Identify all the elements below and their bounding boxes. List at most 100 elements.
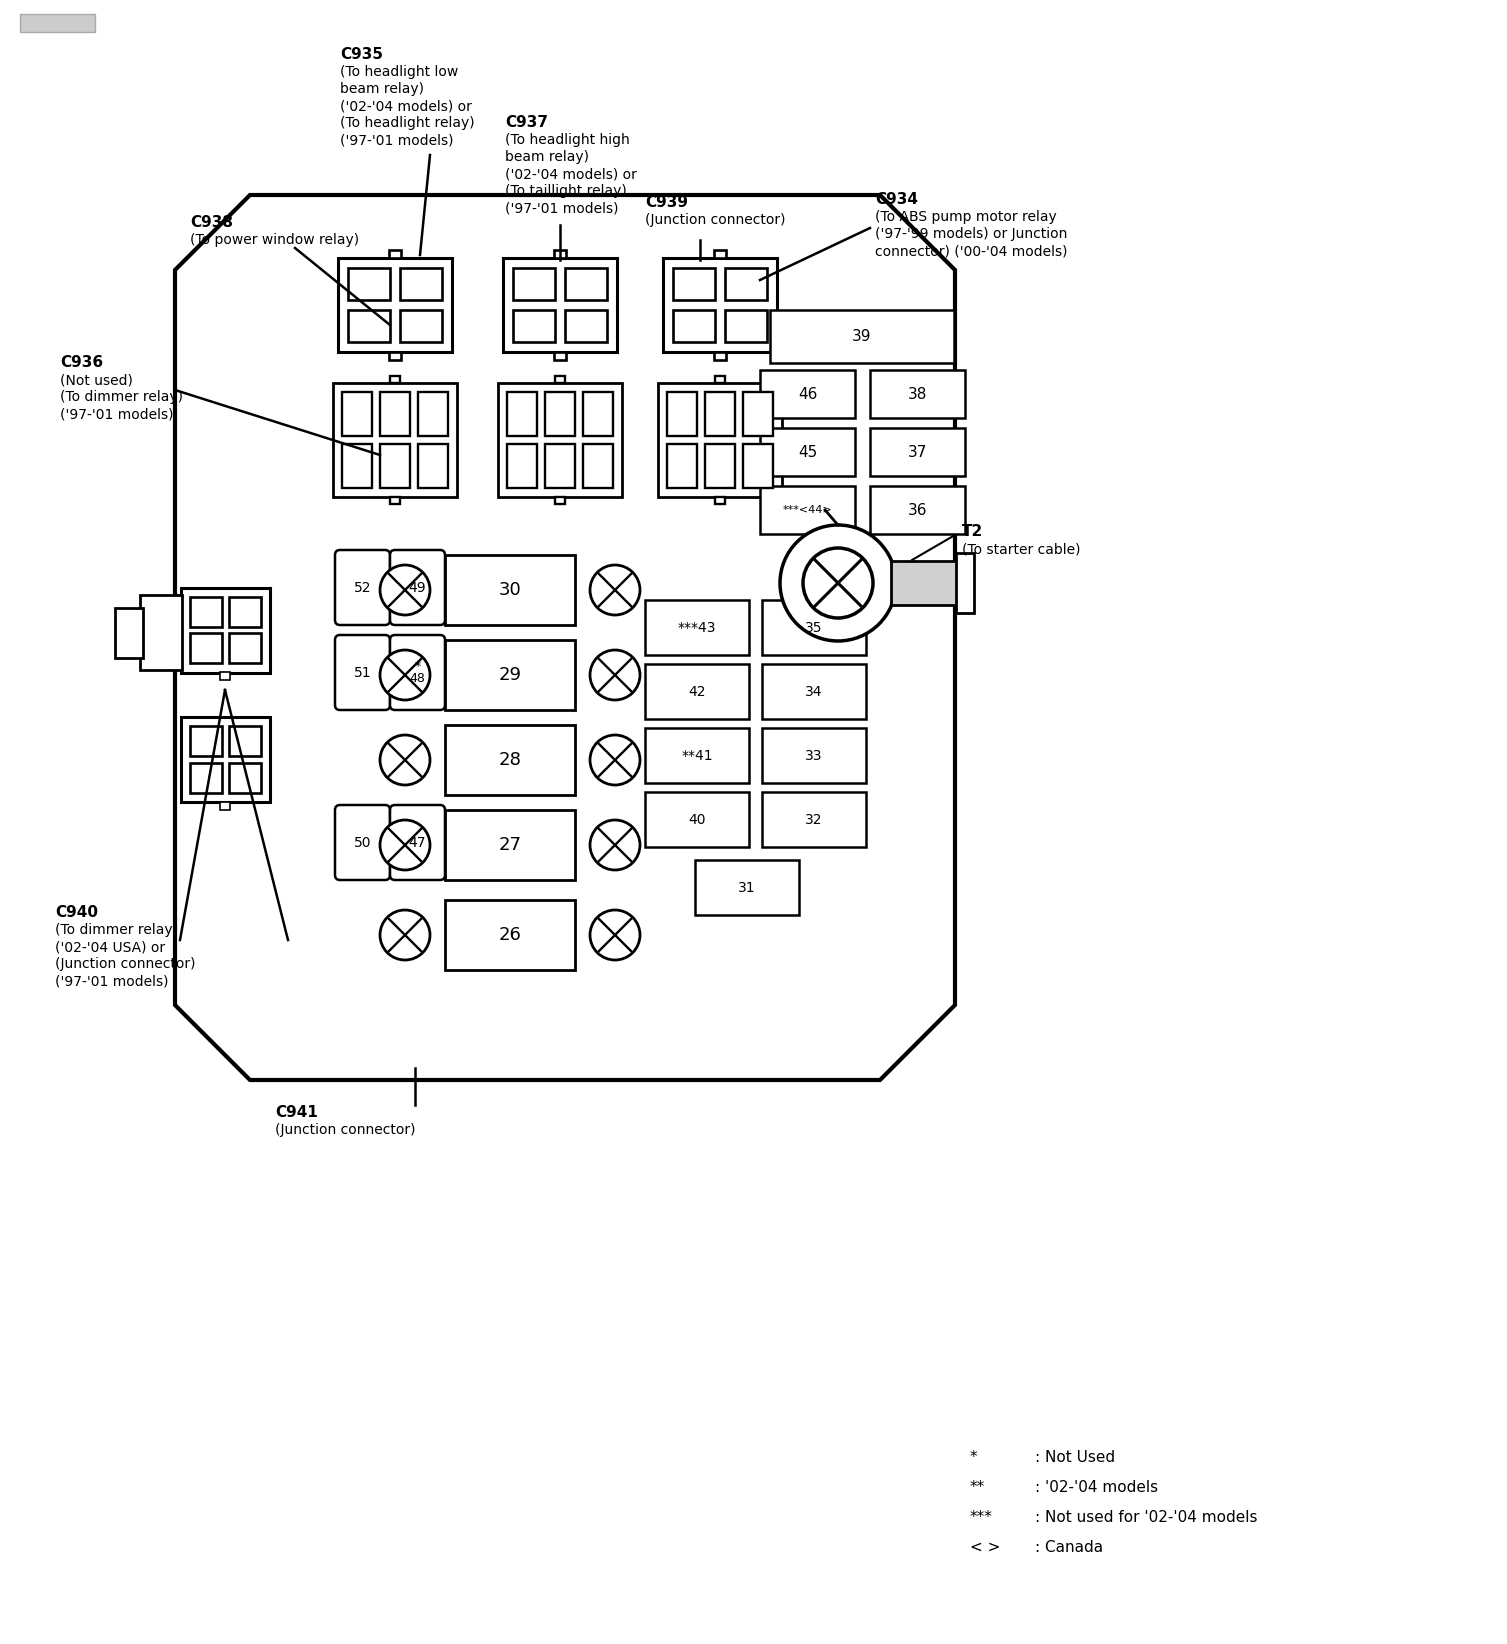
Bar xyxy=(445,810,576,880)
Bar xyxy=(668,391,698,436)
Circle shape xyxy=(380,911,429,960)
Bar xyxy=(760,427,854,477)
Circle shape xyxy=(380,649,429,700)
Bar xyxy=(229,763,261,794)
Text: 49: 49 xyxy=(408,580,426,595)
Bar xyxy=(220,802,231,810)
FancyBboxPatch shape xyxy=(390,551,445,625)
Text: ('97-'01 models): ('97-'01 models) xyxy=(505,201,618,215)
Text: (To dimmer relay): (To dimmer relay) xyxy=(60,390,182,404)
Text: (To taillight relay): (To taillight relay) xyxy=(505,184,627,197)
Text: (To ABS pump motor relay: (To ABS pump motor relay xyxy=(876,210,1056,224)
Bar xyxy=(342,391,372,436)
Text: ('02-'04 USA) or: ('02-'04 USA) or xyxy=(54,940,166,954)
Text: 33: 33 xyxy=(805,748,823,763)
Text: ('02-'04 models) or: ('02-'04 models) or xyxy=(341,99,472,113)
Bar xyxy=(645,664,749,718)
Bar xyxy=(725,268,767,299)
Text: 31: 31 xyxy=(738,881,757,894)
Bar xyxy=(220,672,231,681)
Circle shape xyxy=(591,566,640,615)
Text: *
48: * 48 xyxy=(410,659,425,686)
Bar xyxy=(770,311,954,363)
Bar xyxy=(506,391,536,436)
Bar xyxy=(743,391,773,436)
Bar xyxy=(705,391,735,436)
Bar xyxy=(229,633,261,664)
Text: 34: 34 xyxy=(805,684,823,699)
Bar xyxy=(417,391,448,436)
Bar xyxy=(389,352,401,360)
Text: **: ** xyxy=(971,1480,986,1494)
Text: 37: 37 xyxy=(907,444,927,460)
Bar xyxy=(390,376,399,383)
Circle shape xyxy=(803,547,873,618)
Text: 28: 28 xyxy=(499,751,521,769)
Text: 47: 47 xyxy=(408,835,426,850)
Bar xyxy=(140,595,182,671)
Text: (To dimmer relay): (To dimmer relay) xyxy=(54,922,178,937)
Bar xyxy=(565,268,607,299)
Bar xyxy=(445,640,576,710)
FancyBboxPatch shape xyxy=(335,551,390,625)
Bar xyxy=(668,444,698,488)
Text: (To headlight high: (To headlight high xyxy=(505,133,630,146)
Text: ('97-'99 models) or Junction: ('97-'99 models) or Junction xyxy=(876,227,1067,242)
Bar xyxy=(190,597,222,626)
Circle shape xyxy=(781,524,897,641)
Bar xyxy=(565,311,607,342)
Bar xyxy=(546,444,576,488)
Text: (To headlight low: (To headlight low xyxy=(341,66,458,79)
Bar xyxy=(399,268,442,299)
Text: 52: 52 xyxy=(354,580,371,595)
Bar xyxy=(348,268,390,299)
Text: 51: 51 xyxy=(354,666,371,679)
Text: C940: C940 xyxy=(54,904,98,921)
Bar xyxy=(506,444,536,488)
Circle shape xyxy=(591,820,640,870)
Text: T2: T2 xyxy=(961,524,983,539)
Text: 45: 45 xyxy=(797,444,817,460)
Bar xyxy=(503,258,616,352)
Bar xyxy=(512,268,555,299)
Bar xyxy=(380,391,410,436)
Bar xyxy=(380,444,410,488)
Circle shape xyxy=(591,735,640,784)
Text: ('97-'01 models): ('97-'01 models) xyxy=(54,973,169,988)
Text: ***43: ***43 xyxy=(678,620,716,635)
Bar xyxy=(445,725,576,796)
Bar xyxy=(181,717,270,802)
Bar xyxy=(190,763,222,794)
Text: : '02-'04 models: : '02-'04 models xyxy=(1035,1480,1157,1494)
FancyBboxPatch shape xyxy=(335,635,390,710)
Text: ***: *** xyxy=(971,1509,993,1526)
Bar xyxy=(645,600,749,654)
Bar xyxy=(115,608,143,658)
Bar xyxy=(870,427,964,477)
Bar xyxy=(342,444,372,488)
Bar xyxy=(763,792,867,847)
Bar xyxy=(190,727,222,756)
Circle shape xyxy=(380,820,429,870)
FancyBboxPatch shape xyxy=(335,806,390,880)
Polygon shape xyxy=(175,196,955,1080)
Bar xyxy=(659,383,782,496)
Text: ***<44>: ***<44> xyxy=(782,505,832,515)
Bar xyxy=(583,444,613,488)
FancyBboxPatch shape xyxy=(390,635,445,710)
Text: C935: C935 xyxy=(341,48,383,62)
Bar xyxy=(555,376,565,383)
Text: ('97-'01 models): ('97-'01 models) xyxy=(341,133,454,146)
Bar xyxy=(705,444,735,488)
Text: 50: 50 xyxy=(354,835,371,850)
Bar xyxy=(760,487,854,534)
Text: beam relay): beam relay) xyxy=(341,82,423,95)
Bar xyxy=(445,556,576,625)
Bar xyxy=(229,597,261,626)
Bar xyxy=(190,633,222,664)
Text: < >: < > xyxy=(971,1540,1001,1555)
Text: 30: 30 xyxy=(499,580,521,598)
Bar xyxy=(333,383,457,496)
Text: C937: C937 xyxy=(505,115,549,130)
Bar xyxy=(546,391,576,436)
